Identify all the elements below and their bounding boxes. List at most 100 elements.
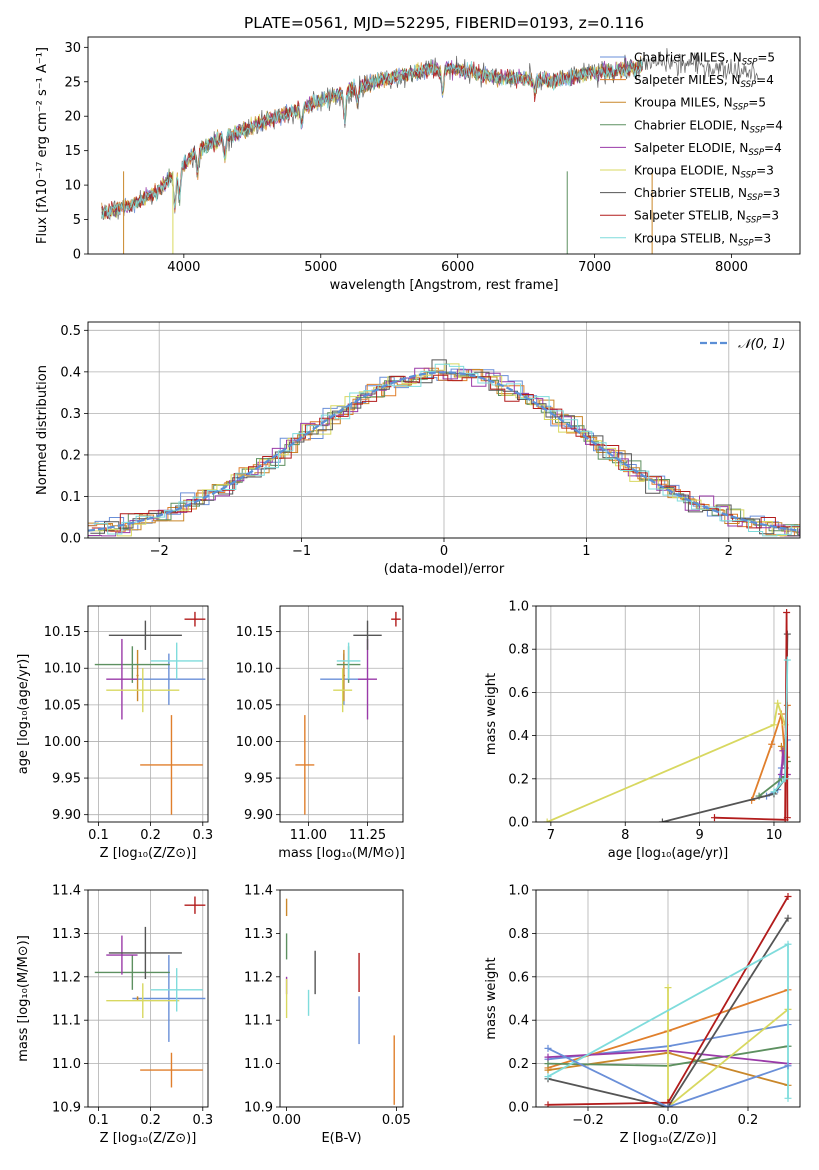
errorbar-point (333, 668, 353, 713)
errorbar-point (184, 896, 206, 914)
y-tick-label: 0.0 (60, 532, 81, 547)
x-tick-label: 11.00 (290, 828, 327, 843)
y-tick-label: 15 (64, 144, 81, 159)
x-tick-label: 0.2 (140, 828, 161, 843)
x-tick-label: 0.2 (738, 1113, 759, 1128)
errorbar-point (150, 642, 203, 680)
y-axis-label: Flux [fλ10⁻¹⁷ erg cm⁻² s⁻¹ A⁻¹] (35, 47, 50, 244)
figure-title: PLATE=0561, MJD=52295, FIBERID=0193, z=0… (244, 14, 644, 32)
y-tick-label: 11.1 (244, 1014, 273, 1029)
y-axis-label: mass weight (484, 673, 499, 755)
x-tick-label: 6000 (441, 260, 474, 275)
weight-vs-Z-series (544, 893, 792, 1107)
weight-marker (544, 1060, 552, 1068)
errorbar-point (336, 642, 361, 680)
histograms (88, 359, 800, 537)
weight-marker (664, 1103, 672, 1107)
x-tick-label: 1 (582, 544, 590, 559)
y-tick-label: 0.8 (508, 927, 529, 942)
weight-marker (777, 742, 785, 750)
y-tick-label: 11.4 (244, 884, 273, 899)
y-tick-label: 1.0 (508, 600, 529, 615)
y-axis-label: mass weight (484, 957, 499, 1039)
x-axis-label: wavelength [Angstrom, rest frame] (330, 278, 559, 293)
y-tick-label: 0.3 (60, 407, 81, 422)
histogram-series (88, 367, 800, 537)
weight-marker (784, 1062, 792, 1070)
errorbar-point (94, 955, 170, 990)
x-axis-label: Z [log₁₀(Z/Z⊙)] (100, 1131, 197, 1146)
x-axis-label: age [log₁₀(age/yr)] (608, 846, 729, 861)
y-tick-label: 9.95 (52, 772, 81, 787)
weight-marker (784, 1094, 792, 1102)
y-tick-label: 1.0 (508, 884, 529, 899)
axes-frame (279, 605, 404, 823)
x-tick-label: −2 (150, 544, 169, 559)
y-tick-label: 9.95 (244, 772, 273, 787)
y-tick-label: 11.0 (244, 1057, 273, 1072)
x-tick-label: 9 (695, 828, 703, 843)
age-vs-Z-panel: 0.1 0.2 0.3 9.90 9.95 10.00 10.05 10.10 10.15 Z [… (16, 605, 213, 861)
y-tick-label: 0.0 (508, 816, 529, 831)
weight-series-line (667, 987, 789, 1107)
errorbar-point (94, 646, 170, 683)
y-tick-label: 0.0 (508, 1101, 529, 1116)
weight-marker (781, 775, 789, 783)
x-tick-label: −1 (292, 544, 311, 559)
mass-vs-ebv-points (285, 898, 395, 1105)
legend-entry: Salpeter ELODIE, NSSP=4 (634, 141, 782, 158)
y-tick-label: 11.4 (52, 884, 81, 899)
weight-marker (784, 940, 792, 948)
y-tick-label: 0.2 (508, 1057, 529, 1072)
legend-entry: Chabrier MILES, NSSP=5 (634, 51, 775, 68)
y-tick-label: 0.6 (508, 686, 529, 701)
weight-marker (770, 788, 778, 796)
x-tick-label: 0.00 (272, 1113, 301, 1128)
weight-vs-age-panel: 7 8 9 10 0.0 0.2 0.4 0.6 0.8 1.0 age [log₁₀(age/yr… (484, 600, 801, 861)
x-axis-label: E(B-V) (321, 1131, 361, 1146)
x-tick-label: 7000 (578, 260, 611, 275)
x-tick-label: 10 (766, 828, 783, 843)
y-tick-label: 0.6 (508, 970, 529, 985)
weight-marker (544, 1066, 552, 1074)
errorbar-point (132, 955, 206, 1042)
y-tick-label: 0.1 (60, 490, 81, 505)
x-axis-label: (data-model)/error (384, 562, 505, 577)
weight-marker (544, 1044, 552, 1052)
weight-vs-Z-panel: −0.2 0.0 0.2 0.0 0.2 0.4 0.6 0.8 1.0 Z [log₁₀(Z/Z… (484, 884, 801, 1146)
y-tick-label: 0.5 (60, 324, 81, 339)
y-tick-label: 9.90 (52, 808, 81, 823)
x-tick-label: 0.1 (88, 1113, 109, 1128)
spectrum-line (101, 60, 643, 219)
histogram-series (88, 369, 800, 534)
legend-entry: Kroupa MILES, NSSP=5 (634, 96, 766, 113)
axes-frame (535, 605, 801, 823)
x-tick-label: 0.3 (192, 1113, 213, 1128)
legend-entry: Kroupa ELODIE, NSSP=3 (634, 164, 774, 181)
y-tick-label: 11.0 (52, 1057, 81, 1072)
axes-frame (87, 605, 209, 823)
x-tick-label: 0 (440, 544, 448, 559)
y-tick-label: 10 (64, 179, 81, 194)
legend-entry: Kroupa STELIB, NSSP=3 (634, 231, 771, 248)
y-tick-label: 10.00 (236, 735, 273, 750)
age-vs-Z-points (94, 611, 206, 815)
weight-vs-age-series (543, 608, 791, 822)
y-tick-label: 0.4 (60, 365, 81, 380)
y-tick-label: 10.00 (44, 735, 81, 750)
y-axis-label: age [log₁₀(age/yr)] (16, 654, 31, 775)
errorbar-point (184, 611, 206, 627)
spectrum-panel: 4000 5000 6000 7000 8000 0 5 10 15 20 25 30 waveleng… (35, 36, 801, 293)
y-tick-label: 10.9 (244, 1101, 273, 1116)
errorbar-point (106, 668, 180, 713)
spectrum-legend: Chabrier MILES, NSSP=5 Salpeter MILES, NS… (600, 51, 783, 248)
x-axis-label: mass [log₁₀(M/M⊙)] (278, 846, 405, 861)
x-tick-label: −0.2 (572, 1113, 604, 1128)
axes-frame (535, 889, 801, 1108)
x-axis-label: Z [log₁₀(Z/Z⊙)] (620, 1131, 717, 1146)
y-axis-label: Normed distribution (35, 365, 50, 495)
weight-marker (543, 818, 551, 822)
x-tick-label: 2 (725, 544, 733, 559)
y-tick-label: 10.10 (44, 662, 81, 677)
